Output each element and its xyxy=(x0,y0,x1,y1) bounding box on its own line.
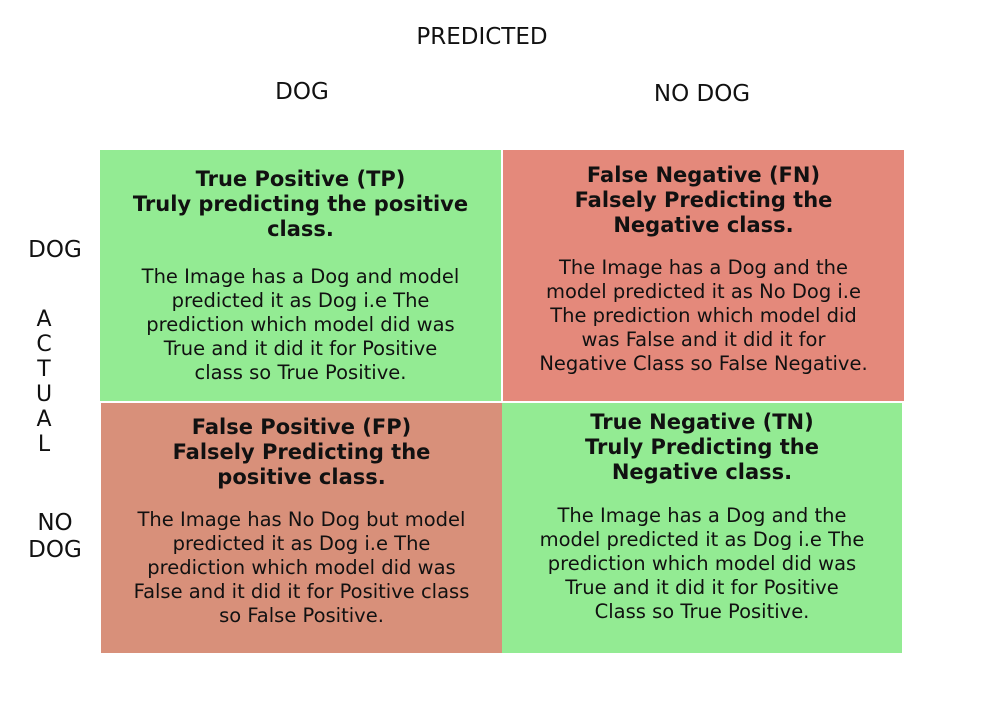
cell-true-negative: True Negative (TN) Truly Predicting the … xyxy=(502,403,902,653)
predicted-axis-title: PREDICTED xyxy=(416,24,548,50)
cell-true-positive: True Positive (TP) Truly predicting the … xyxy=(100,150,501,401)
row-label-dog: DOG xyxy=(28,237,82,263)
column-label-dog: DOG xyxy=(275,79,329,105)
cell-false-positive: False Positive (FP) Falsely Predicting t… xyxy=(101,403,502,653)
actual-axis-letter: U xyxy=(35,382,53,407)
cell-title: True Positive (TP) Truly predicting the … xyxy=(132,167,469,241)
cell-description: The Image has a Dog and the model predic… xyxy=(539,256,868,375)
actual-axis-letter: L xyxy=(37,432,51,457)
actual-axis-letter: C xyxy=(36,332,52,357)
cell-title: False Positive (FP) Falsely Predicting t… xyxy=(172,415,431,489)
row-label-no-dog: NO DOG xyxy=(28,510,82,563)
cell-description: The Image has a Dog and model predicted … xyxy=(141,265,460,384)
cell-title: True Negative (TN) Truly Predicting the … xyxy=(585,410,819,484)
actual-axis-letter: T xyxy=(37,357,51,382)
cell-description: The Image has No Dog but model predicted… xyxy=(133,508,470,627)
actual-axis-letter: A xyxy=(36,407,52,432)
cell-false-negative: False Negative (FN) Falsely Predicting t… xyxy=(503,150,904,401)
actual-axis-letter: A xyxy=(36,307,52,332)
column-label-no-dog: NO DOG xyxy=(653,81,751,107)
cell-description: The Image has a Dog and the model predic… xyxy=(539,504,865,623)
cell-title: False Negative (FN) Falsely Predicting t… xyxy=(574,163,833,237)
